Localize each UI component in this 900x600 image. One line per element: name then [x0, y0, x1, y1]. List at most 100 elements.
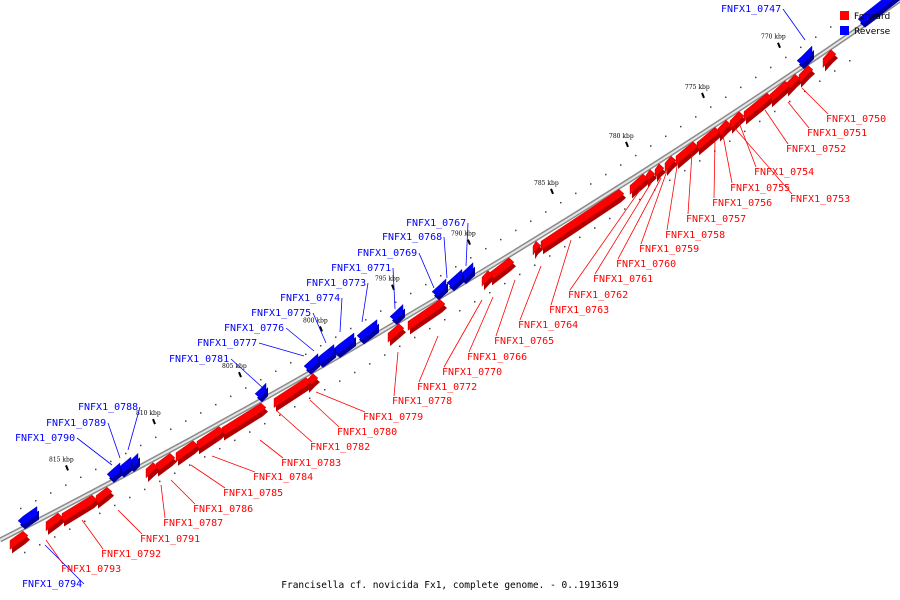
ruler-dot — [575, 192, 577, 195]
forward-gene-label: FNFX1_0751 — [807, 128, 867, 139]
forward-gene-label: FNFX1_0791 — [140, 534, 200, 545]
ruler-dot — [399, 345, 401, 348]
forward-gene-label-text: FNFX1_0761 — [593, 274, 653, 285]
ruler-dot — [515, 229, 517, 232]
forward-gene-label-text: FNFX1_0786 — [193, 504, 253, 515]
ruler-dot — [339, 380, 341, 382]
forward-gene-label: FNFX1_0784 — [253, 472, 313, 483]
forward-gene-label: FNFX1_0770 — [442, 367, 502, 378]
reverse-gene-label-text: FNFX1_0777 — [197, 338, 257, 349]
ruler-dot — [215, 403, 217, 406]
kbp-tick: 770 kbp — [761, 34, 786, 49]
ruler-dot — [830, 26, 832, 28]
forward-gene — [45, 512, 65, 535]
reverse-gene-label-text: FNFX1_0789 — [46, 418, 106, 429]
ruler-dot — [140, 444, 142, 447]
forward-leader — [117, 509, 143, 535]
ruler-dot — [264, 422, 266, 425]
ruler-dot — [69, 528, 71, 530]
forward-leader — [713, 139, 716, 199]
ruler-dot — [200, 412, 202, 414]
label-layer: FNFX1_0747 FNFX1_0767 FNFX1_0768 FNFX1_0769… — [15, 4, 886, 590]
forward-gene — [822, 49, 838, 72]
ruler-dot — [590, 183, 592, 185]
forward-gene-label-text: FNFX1_0782 — [310, 442, 370, 453]
ruler-dot — [129, 496, 131, 499]
ruler-dot — [155, 436, 157, 439]
ruler-dot — [669, 179, 671, 182]
forward-leader — [211, 455, 256, 473]
kbp-tick: 805 kbp — [222, 363, 247, 378]
kbp-tick-label: 775 kbp — [685, 84, 710, 91]
ruler-dot — [635, 154, 637, 157]
kbp-tick-label: 815 kbp — [49, 456, 74, 463]
forward-gene-label: FNFX1_0760 — [616, 259, 676, 270]
reverse-gene-label-text: FNFX1_0771 — [331, 263, 391, 274]
forward-leader — [275, 409, 313, 443]
reverse-gene-label: FNFX1_0788 — [78, 402, 138, 413]
ruler-dot — [560, 201, 562, 204]
ruler-dot — [144, 488, 146, 491]
kbp-tick: 800 kbp — [303, 317, 328, 332]
ruler-dot — [744, 130, 746, 133]
ruler-dot — [485, 247, 487, 250]
forward-leader — [801, 87, 829, 115]
forward-gene-label: FNFX1_0761 — [593, 274, 653, 285]
ruler-dot — [459, 309, 461, 312]
forward-leader — [666, 159, 679, 231]
reverse-leader — [230, 358, 264, 389]
ruler-dot — [320, 344, 322, 347]
forward-gene-label-text: FNFX1_0754 — [754, 167, 814, 178]
ruler-dot — [110, 460, 112, 463]
forward-gene-label-text: FNFX1_0778 — [392, 396, 452, 407]
forward-gene-label: FNFX1_0750 — [826, 114, 886, 125]
ruler-dot — [579, 236, 581, 239]
reverse-gene-label: FNFX1_0769 — [357, 248, 417, 259]
ruler-dot — [740, 86, 742, 89]
kbp-tick: 785 kbp — [534, 180, 559, 195]
ruler-dot — [35, 500, 37, 502]
forward-gene-label-text: FNFX1_0757 — [686, 214, 746, 225]
ruler-dot — [429, 327, 431, 330]
forward-gene-label: FNFX1_0753 — [790, 194, 850, 205]
forward-gene-label-text: FNFX1_0785 — [223, 488, 283, 499]
ruler-dot — [245, 387, 247, 389]
forward-swatch — [840, 11, 849, 20]
forward-gene-label-text: FNFX1_0787 — [163, 518, 223, 529]
legend: Forward Reverse — [840, 11, 891, 37]
forward-gene-label: FNFX1_0754 — [754, 167, 814, 178]
forward-gene-label-text: FNFX1_0763 — [549, 305, 609, 316]
reverse-leader — [312, 312, 327, 344]
reverse-gene-label-text: FNFX1_0794 — [22, 579, 82, 590]
reverse-gene-label-text: FNFX1_0769 — [357, 248, 417, 259]
reverse-swatch — [840, 26, 849, 35]
ruler-dot — [470, 256, 472, 259]
kbp-tick-label: 785 kbp — [534, 180, 559, 187]
ruler-dot — [260, 378, 262, 381]
ruler-dot — [189, 464, 191, 466]
reverse-gene — [106, 462, 122, 483]
forward-gene-label-text: FNFX1_0780 — [337, 427, 397, 438]
ruler-dot — [410, 292, 412, 295]
forward-leader — [170, 479, 196, 505]
ruler-dot — [159, 480, 161, 483]
forward-leader — [160, 484, 166, 519]
forward-gene-label: FNFX1_0780 — [337, 427, 397, 438]
forward-gene-label: FNFX1_0783 — [281, 458, 341, 469]
forward-gene-label-text: FNFX1_0756 — [712, 198, 772, 209]
ruler-dot — [384, 354, 386, 356]
reverse-gene-label: FNFX1_0789 — [46, 418, 106, 429]
map-caption: Francisella cf. novicida Fx1, complete g… — [281, 580, 619, 591]
ruler-dot — [369, 363, 371, 365]
ruler-dot — [114, 504, 116, 507]
reverse-gene-label-text: FNFX1_0747 — [721, 4, 781, 15]
ruler-dot — [789, 100, 791, 103]
ruler-dot — [219, 447, 221, 450]
forward-leader — [519, 265, 542, 321]
ruler-dot — [639, 198, 641, 201]
ruler-dot — [174, 472, 176, 475]
forward-leader — [594, 182, 652, 275]
forward-gene-label: FNFX1_0759 — [639, 244, 699, 255]
ruler-dot — [380, 310, 382, 312]
reverse-gene-label: FNFX1_0771 — [331, 263, 391, 274]
